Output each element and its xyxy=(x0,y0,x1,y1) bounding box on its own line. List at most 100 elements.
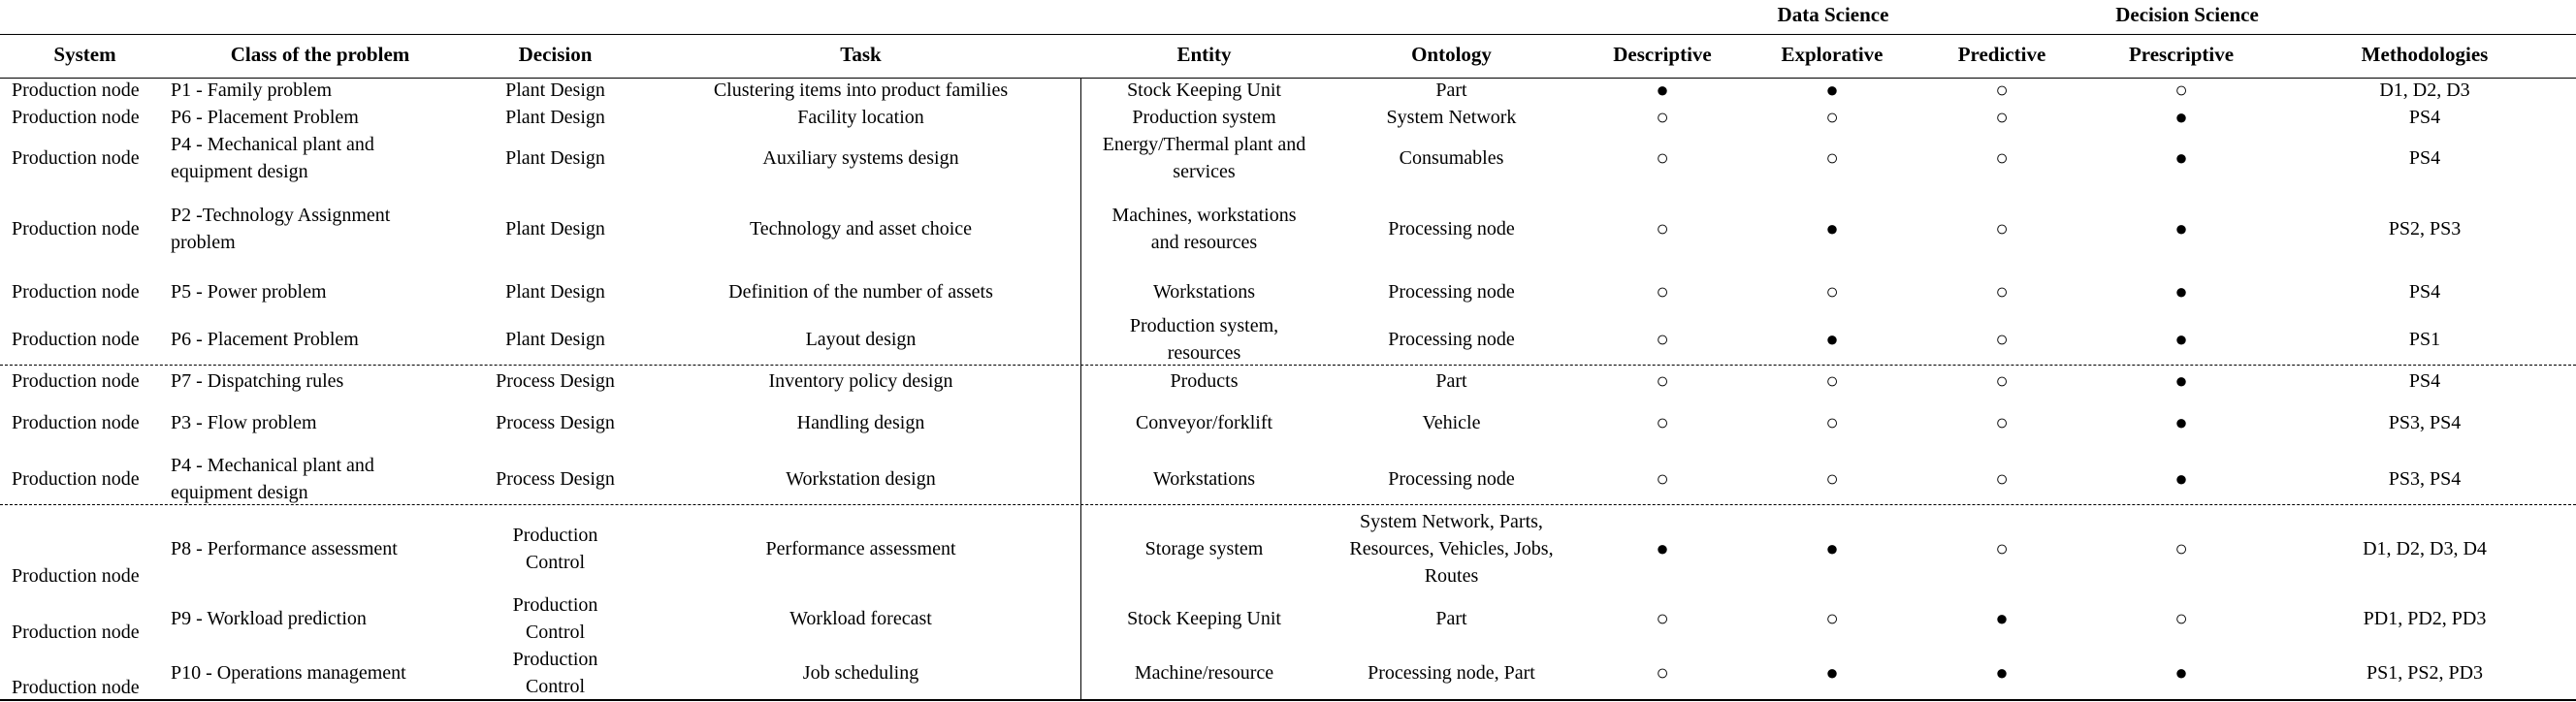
cell-ontology: Processing node xyxy=(1388,329,1515,350)
cell-descriptive: ○ xyxy=(1656,466,1669,491)
cell-decision: Plant Design xyxy=(505,147,605,169)
cell-prescriptive: ● xyxy=(2174,368,2188,393)
cell-decision: Production xyxy=(512,594,598,616)
cell-entity: Storage system xyxy=(1144,538,1264,559)
cell-prescriptive: ● xyxy=(2174,279,2188,303)
cell-system: Production node xyxy=(12,565,140,587)
table-bottom-rule xyxy=(0,699,2576,701)
cell-system: Production node xyxy=(12,218,140,239)
cell-prescriptive: ● xyxy=(2174,105,2188,129)
cell-prescriptive: ○ xyxy=(2174,606,2188,630)
cell-descriptive: ○ xyxy=(1656,279,1669,303)
cell-methodologies: PS1, PS2, PD3 xyxy=(2366,662,2484,684)
cell-entity: Machines, workstations xyxy=(1111,205,1297,226)
cell-ontology: Processing node xyxy=(1388,281,1515,303)
cell-entity: Workstations xyxy=(1152,281,1256,303)
cell-methodologies: PS4 xyxy=(2408,107,2441,128)
cell-class: problem xyxy=(171,232,236,253)
column-header-class: Class of the problem xyxy=(230,43,410,66)
cell-class: equipment design xyxy=(171,161,308,182)
cell-system: Production node xyxy=(12,370,140,392)
cell-explorative: ● xyxy=(1825,327,1839,351)
column-header-ontology: Ontology xyxy=(1411,43,1492,66)
cell-predictive: ○ xyxy=(1995,105,2009,129)
column-header-system: System xyxy=(53,43,116,66)
cell-class: P4 - Mechanical plant and xyxy=(171,455,374,476)
cell-ontology: Part xyxy=(1435,80,1467,101)
cell-task: Job scheduling xyxy=(802,662,919,684)
cell-task: Definition of the number of assets xyxy=(728,281,993,303)
cell-entity: Products xyxy=(1170,370,1239,392)
cell-explorative: ● xyxy=(1825,536,1839,560)
cell-descriptive: ○ xyxy=(1656,327,1669,351)
cell-entity: Stock Keeping Unit xyxy=(1127,608,1281,629)
cell-entity: Stock Keeping Unit xyxy=(1127,80,1281,101)
cell-ontology: Processing node xyxy=(1388,468,1515,490)
cell-task: Clustering items into product families xyxy=(713,80,1009,101)
table-top-rule xyxy=(0,34,2576,35)
cell-predictive: ● xyxy=(1995,606,2009,630)
header-bottom-rule xyxy=(0,78,2576,79)
cell-ontology: Routes xyxy=(1424,565,1479,587)
cell-descriptive: ○ xyxy=(1656,105,1669,129)
cell-descriptive: ○ xyxy=(1656,410,1669,434)
cell-ontology: Consumables xyxy=(1399,147,1504,169)
cell-explorative: ○ xyxy=(1825,368,1839,393)
cell-prescriptive: ● xyxy=(2174,145,2188,170)
cell-decision: Production xyxy=(512,525,598,546)
cell-prescriptive: ● xyxy=(2174,410,2188,434)
column-divider xyxy=(1080,78,1081,699)
cell-entity: Machine/resource xyxy=(1134,662,1274,684)
section-divider-process-design xyxy=(0,504,2576,505)
cell-ontology: Processing node, Part xyxy=(1368,662,1535,684)
cell-explorative: ● xyxy=(1825,216,1839,240)
cell-decision: Control xyxy=(525,676,586,697)
cell-system: Production node xyxy=(12,329,140,350)
column-header-prescriptive: Prescriptive xyxy=(2128,43,2235,66)
cell-task: Auxiliary systems design xyxy=(762,147,959,169)
cell-predictive: ○ xyxy=(1995,466,2009,491)
cell-explorative: ○ xyxy=(1825,145,1839,170)
column-header-decision: Decision xyxy=(518,43,593,66)
cell-decision: Process Design xyxy=(496,370,615,392)
cell-predictive: ● xyxy=(1995,660,2009,685)
cell-class: P9 - Workload prediction xyxy=(171,608,367,629)
cell-class: P6 - Placement Problem xyxy=(171,329,359,350)
cell-system: Production node xyxy=(12,147,140,169)
cell-system: Production node xyxy=(12,468,140,490)
cell-prescriptive: ○ xyxy=(2174,536,2188,560)
cell-prescriptive: ● xyxy=(2174,466,2188,491)
cell-explorative: ○ xyxy=(1825,466,1839,491)
cell-methodologies: PS4 xyxy=(2408,281,2441,303)
cell-class: P6 - Placement Problem xyxy=(171,107,359,128)
cell-methodologies: PD1, PD2, PD3 xyxy=(2363,608,2487,629)
cell-decision: Process Design xyxy=(496,468,615,490)
cell-system: Production node xyxy=(12,412,140,433)
cell-task: Workload forecast xyxy=(789,608,932,629)
cell-class: equipment design xyxy=(171,482,308,503)
cell-system: Production node xyxy=(12,677,140,698)
cell-class: P8 - Performance assessment xyxy=(171,538,398,559)
cell-explorative: ○ xyxy=(1825,410,1839,434)
section-divider-plant-design xyxy=(0,365,2576,366)
cell-task: Performance assessment xyxy=(765,538,956,559)
cell-class: P10 - Operations management xyxy=(171,662,406,684)
cell-entity: Production system xyxy=(1132,107,1276,128)
cell-methodologies: PS1 xyxy=(2408,329,2441,350)
cell-methodologies: D1, D2, D3, D4 xyxy=(2363,538,2487,559)
cell-explorative: ○ xyxy=(1825,606,1839,630)
cell-decision: Control xyxy=(525,552,586,573)
cell-entity: resources xyxy=(1167,342,1241,364)
cell-explorative: ○ xyxy=(1825,279,1839,303)
cell-descriptive: ○ xyxy=(1656,368,1669,393)
group-header-decision-science: Decision Science xyxy=(2115,3,2259,26)
cell-predictive: ○ xyxy=(1995,368,2009,393)
group-header-data-science: Data Science xyxy=(1777,3,1889,26)
cell-prescriptive: ○ xyxy=(2174,78,2188,102)
cell-descriptive: ○ xyxy=(1656,660,1669,685)
column-header-task: Task xyxy=(840,43,882,66)
cell-system: Production node xyxy=(12,107,140,128)
cell-class: P1 - Family problem xyxy=(171,80,333,101)
cell-class: P7 - Dispatching rules xyxy=(171,370,344,392)
